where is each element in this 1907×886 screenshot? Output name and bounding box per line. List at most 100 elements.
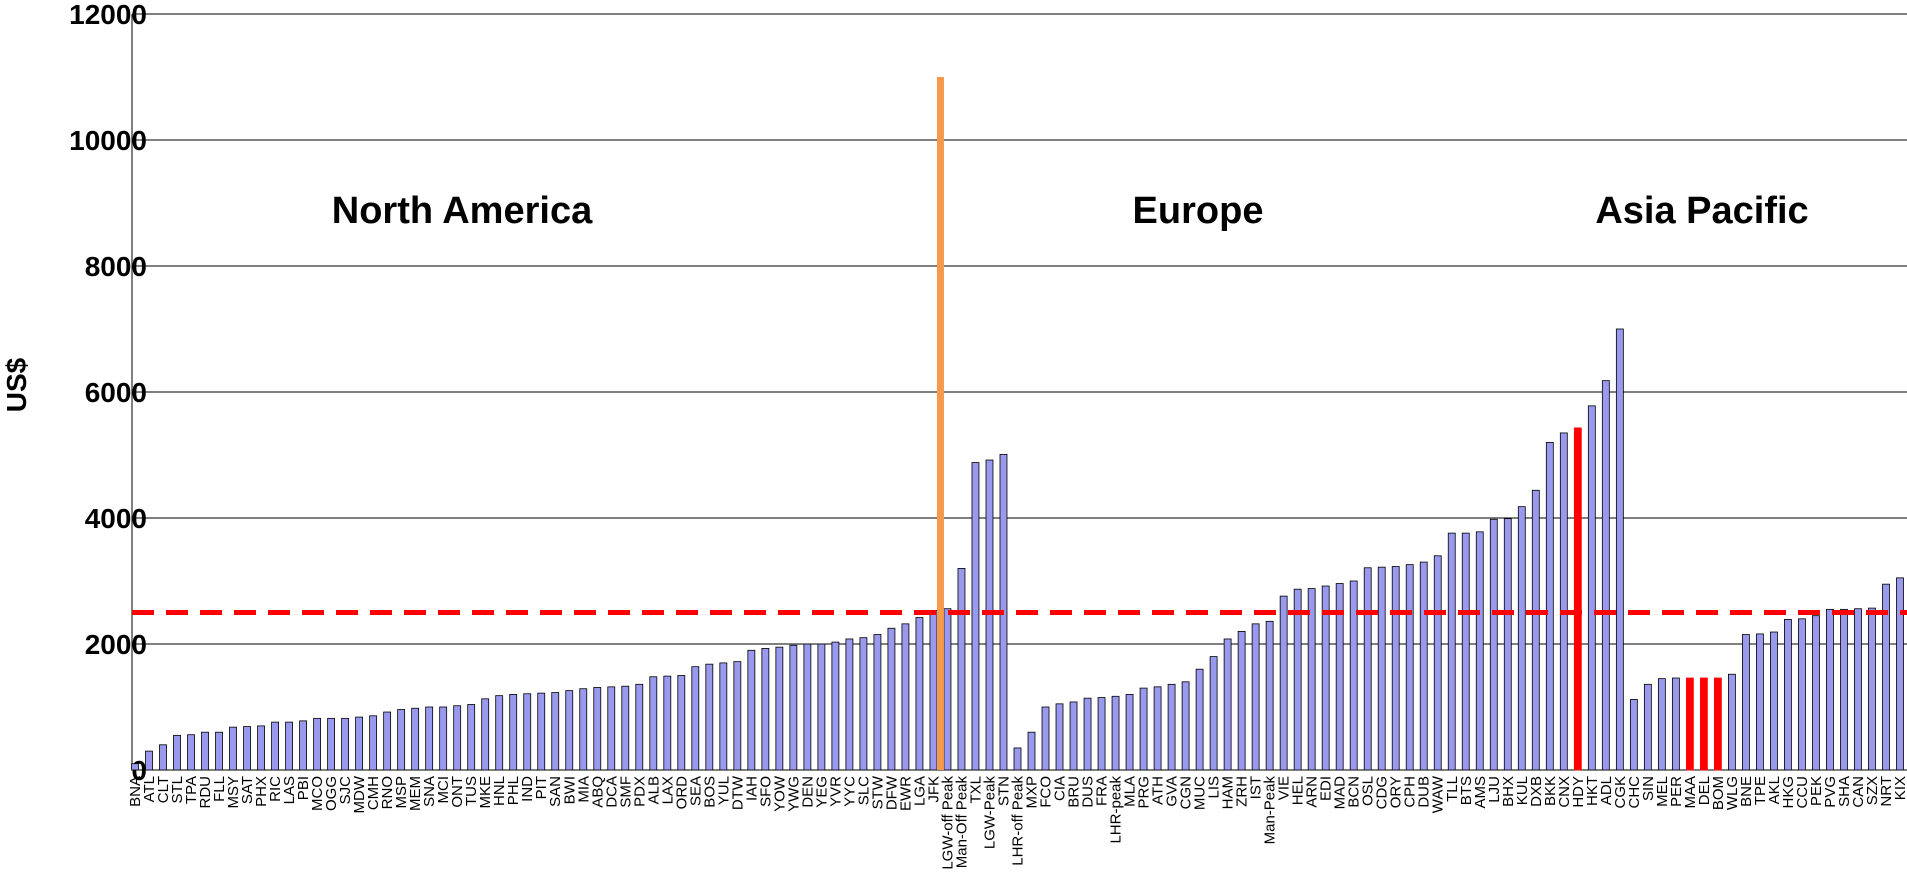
x-tick-label: VIE bbox=[1276, 776, 1293, 800]
bar bbox=[1868, 607, 1876, 771]
bar bbox=[1083, 697, 1092, 771]
x-tick-label: Man-Off Peak bbox=[953, 776, 970, 869]
bar bbox=[1545, 441, 1554, 771]
x-tick-label: WLG bbox=[1724, 776, 1741, 810]
bar bbox=[691, 666, 700, 771]
y-tick-label: 0 bbox=[131, 755, 147, 786]
bar bbox=[915, 617, 924, 771]
bar bbox=[1153, 686, 1162, 771]
gridlines bbox=[131, 13, 1907, 771]
x-tick-label: NRT bbox=[1878, 776, 1895, 807]
bar bbox=[677, 675, 686, 771]
bar bbox=[1251, 623, 1260, 771]
x-tick-label: SZX bbox=[1864, 776, 1881, 805]
x-tick-label: SHA bbox=[1836, 776, 1853, 807]
bar bbox=[551, 692, 560, 771]
x-tick-label: PDX bbox=[631, 776, 648, 807]
region-label: North America bbox=[332, 190, 593, 232]
bar bbox=[383, 711, 392, 771]
x-tick-label: HDY bbox=[1570, 776, 1587, 808]
x-tick-label: CGK bbox=[1612, 776, 1629, 809]
x-tick-label: PHL bbox=[505, 776, 522, 805]
x-tick-label: DUS bbox=[1080, 776, 1097, 808]
x-tick-label: PRG bbox=[1136, 776, 1153, 809]
bar-highlighted bbox=[1699, 677, 1708, 771]
bar bbox=[1433, 555, 1442, 771]
bar bbox=[1896, 577, 1904, 771]
bar bbox=[803, 643, 812, 771]
x-tick-label: SAT bbox=[239, 776, 256, 804]
bar bbox=[509, 694, 518, 771]
x-tick-label: BRU bbox=[1066, 776, 1083, 808]
x-tick-label: MEL bbox=[1654, 776, 1671, 807]
bar bbox=[1559, 432, 1568, 771]
bar bbox=[705, 663, 714, 771]
x-tick-label: BCN bbox=[1346, 776, 1363, 808]
bar bbox=[1111, 695, 1120, 771]
x-tick-label: SLC bbox=[855, 776, 872, 805]
bar bbox=[1671, 677, 1680, 771]
bar bbox=[565, 690, 574, 771]
x-tick-label: OGG bbox=[323, 776, 340, 811]
bar bbox=[495, 695, 504, 771]
bar bbox=[817, 643, 826, 771]
x-tick-label: LJU bbox=[1486, 776, 1503, 803]
bar bbox=[145, 750, 153, 771]
y-tick-label: 6000 bbox=[85, 377, 147, 408]
x-tick-label: DCA bbox=[603, 776, 620, 808]
y-axis-label: US$ bbox=[1, 357, 32, 412]
bar bbox=[187, 734, 195, 771]
x-tick-label: HKG bbox=[1780, 776, 1797, 809]
x-tick-label: OSL bbox=[1360, 776, 1377, 806]
bar bbox=[607, 686, 616, 771]
x-tick-label: Man-Peak bbox=[1262, 776, 1279, 845]
y-tick-label: 2000 bbox=[85, 629, 147, 660]
bar bbox=[523, 693, 532, 771]
bar bbox=[579, 688, 588, 771]
bar bbox=[971, 462, 980, 771]
x-tick-label: HEL bbox=[1290, 776, 1307, 805]
bar bbox=[1854, 608, 1862, 771]
bar bbox=[649, 676, 658, 771]
bar bbox=[859, 637, 868, 771]
x-tick-label: IAH bbox=[743, 776, 760, 801]
x-tick-label: SNA bbox=[421, 776, 438, 807]
bar bbox=[229, 726, 237, 771]
bar bbox=[215, 731, 223, 771]
bar bbox=[1335, 583, 1344, 771]
x-tick-label: GVA bbox=[1164, 776, 1181, 807]
bar bbox=[1531, 489, 1540, 771]
x-tick-label: JFK bbox=[925, 776, 942, 803]
bar bbox=[621, 685, 630, 771]
x-tick-label: LGW-Peak bbox=[981, 776, 998, 850]
bar bbox=[327, 717, 336, 771]
x-tick-label: ARN bbox=[1304, 776, 1321, 808]
bar bbox=[131, 763, 139, 771]
x-tick-label: MLA bbox=[1122, 776, 1139, 807]
bar bbox=[1770, 631, 1778, 771]
x-tick-label: MUC bbox=[1192, 776, 1209, 810]
bar-highlighted bbox=[1573, 427, 1582, 771]
bar bbox=[1447, 532, 1456, 771]
x-tick-label: ADL bbox=[1598, 776, 1615, 805]
x-tick-label: HNL bbox=[491, 776, 508, 806]
x-tick-label: SFO bbox=[757, 776, 774, 807]
x-tick-label: BNA bbox=[127, 776, 144, 807]
bar bbox=[173, 734, 181, 771]
x-tick-label: DXB bbox=[1528, 776, 1545, 807]
y-axis-ticks: 0 2000 4000 6000 8000 10000 12000 bbox=[69, 0, 147, 786]
bar bbox=[481, 698, 490, 771]
x-tick-label: CLT bbox=[155, 776, 172, 803]
bar bbox=[943, 608, 952, 771]
x-tick-label: BTS bbox=[1458, 776, 1475, 805]
x-tick-label: CPH bbox=[1402, 776, 1419, 808]
bar bbox=[271, 721, 279, 771]
bar bbox=[257, 725, 265, 771]
x-tick-label: HKT bbox=[1584, 776, 1601, 806]
x-tick-label: SMF bbox=[617, 776, 634, 808]
bar bbox=[1363, 567, 1372, 771]
bar bbox=[747, 649, 756, 771]
bar bbox=[761, 648, 770, 771]
bar bbox=[1265, 620, 1274, 771]
x-tick-label: MCI bbox=[435, 776, 452, 804]
